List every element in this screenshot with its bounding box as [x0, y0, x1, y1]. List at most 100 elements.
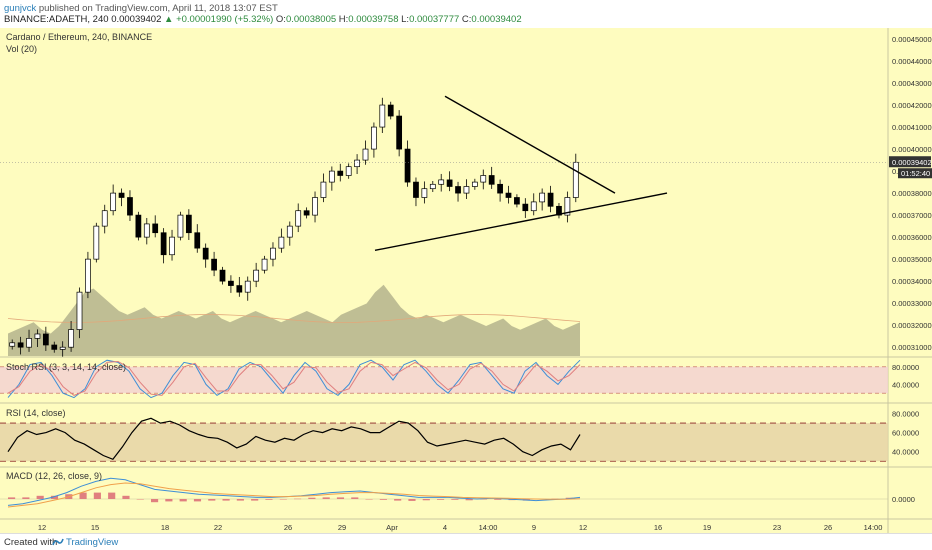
macd-histogram-bar: [308, 497, 316, 499]
candle-down: [152, 223, 159, 234]
price-axis-tick-label: 0.00035000: [892, 255, 932, 264]
candle-up: [270, 247, 276, 260]
up-arrow-icon: ▲: [164, 14, 174, 25]
candle-up: [320, 181, 327, 198]
macd-histogram-bar: [265, 499, 273, 500]
candle-up: [9, 342, 16, 347]
candle-down: [455, 186, 461, 194]
macd-histogram-bar: [379, 499, 387, 500]
macd-signal-line: [7, 482, 581, 508]
candle-down: [135, 214, 142, 238]
price-change: +0.00001990 (+5.32%): [176, 14, 274, 25]
last-price-tag: [889, 156, 931, 168]
macd-histogram-bar: [251, 499, 259, 501]
chart-area[interactable]: 0.00045000 0.00044000 0.00043000 0.00042000…: [0, 28, 932, 533]
time-axis-tick-label: 4: [443, 523, 447, 532]
macd-axis-tick-label: 0.0000: [892, 495, 915, 504]
price-axis-tick-label: 0.00031000: [892, 343, 932, 352]
macd-histogram-bar: [93, 492, 101, 499]
candle-down: [17, 342, 24, 348]
macd-histogram-bar: [365, 499, 373, 500]
price-axis-tick-label: 0.00040000: [892, 145, 932, 154]
candle-up: [93, 225, 100, 260]
symbol-label: BINANCE:ADAETH, 240: [4, 14, 109, 25]
rsi-axis-tick-label: 80.0000: [892, 410, 919, 419]
low-label: L:: [401, 14, 410, 25]
macd-histogram-bar: [50, 495, 59, 499]
candle-up: [539, 192, 546, 203]
macd-histogram-bar: [36, 495, 44, 499]
candle-up: [471, 181, 478, 187]
time-axis-tick-label: 9: [532, 523, 536, 532]
last-price-tag-text: 0.00039402: [892, 158, 932, 167]
candle-up: [286, 225, 293, 238]
rsi-legend: RSI (14, close): [6, 408, 66, 418]
macd-histogram-bar: [408, 499, 416, 501]
candle-up: [253, 269, 260, 282]
high-label: H:: [338, 14, 349, 25]
candle-down: [404, 148, 411, 183]
candle-down: [160, 232, 167, 256]
time-axis-tick-label: 19: [703, 523, 711, 532]
tradingview-link[interactable]: TradingView: [66, 537, 119, 548]
macd-histogram-bar: [322, 497, 330, 499]
candle-down: [446, 179, 453, 187]
candle-down: [396, 115, 403, 150]
candle-up: [379, 104, 386, 128]
candle-up: [312, 197, 318, 216]
candle-down: [42, 333, 49, 346]
candle-up: [371, 126, 377, 150]
candle-up: [328, 170, 335, 183]
open-value: 0.00038005: [285, 14, 337, 25]
time-axis-tick-label: 26: [284, 523, 292, 532]
macd-histogram-bar: [294, 498, 302, 500]
candle-down: [202, 247, 209, 260]
price-axis-tick-label: 0.00038000: [892, 189, 932, 198]
candle-down: [387, 104, 394, 117]
macd-histogram-bar: [79, 492, 87, 499]
candle-up: [438, 179, 445, 185]
macd-histogram-bar: [136, 499, 144, 500]
candle-down: [228, 280, 234, 286]
candle-down: [522, 203, 529, 212]
time-axis-tick-label: 18: [161, 523, 169, 532]
candle-down: [236, 285, 243, 293]
main-legend-title: Cardano / Ethereum, 240, BINANCE: [6, 32, 153, 42]
candle-up: [143, 223, 150, 238]
candle-up: [463, 186, 470, 194]
time-axis-tick-label: 12: [579, 523, 587, 532]
author-link[interactable]: gunjvck: [4, 3, 37, 14]
candle-up: [278, 236, 285, 249]
close-label: C:: [461, 14, 472, 25]
stoch-band: [0, 366, 888, 394]
macd-histogram-bar: [151, 499, 159, 503]
rsi-line: [7, 417, 581, 461]
price-axis-tick-label: 0.00042000: [892, 101, 932, 110]
rsi-band: [0, 423, 888, 462]
candle-up: [530, 201, 537, 212]
macd-histogram-bar: [336, 497, 345, 499]
candle-up: [572, 161, 579, 198]
candle-up: [68, 329, 74, 348]
candle-up: [101, 210, 108, 227]
price-axis-tick-label: 0.00036000: [892, 233, 932, 242]
candle-up: [261, 258, 268, 271]
candle-down: [413, 181, 419, 198]
stoch-rsi-legend: Stoch RSI (3, 3, 14, 14, close): [6, 362, 127, 372]
volume-ma-line: [7, 314, 581, 323]
price-axis-tick-label: 0.00045000: [892, 35, 932, 44]
macd-histogram-bar: [279, 499, 287, 500]
candle-down: [505, 192, 512, 198]
candle-up: [429, 183, 436, 190]
candle-down: [194, 232, 201, 249]
publish-text: published on TradingView.com, April 11, …: [38, 3, 278, 14]
candle-down: [51, 344, 58, 350]
macd-histogram-bar: [165, 499, 173, 502]
high-value: 0.00039758: [348, 14, 399, 25]
time-axis-tick-label: 14:00: [864, 523, 883, 532]
time-axis-tick-label: Apr: [386, 523, 398, 532]
chart-canvas[interactable]: 0.00045000 0.00044000 0.00043000 0.00042000…: [0, 28, 932, 533]
volume-legend: Vol (20): [6, 44, 38, 54]
countdown-tag: [898, 168, 932, 179]
rsi-axis-tick-label: 60.0000: [892, 429, 919, 438]
